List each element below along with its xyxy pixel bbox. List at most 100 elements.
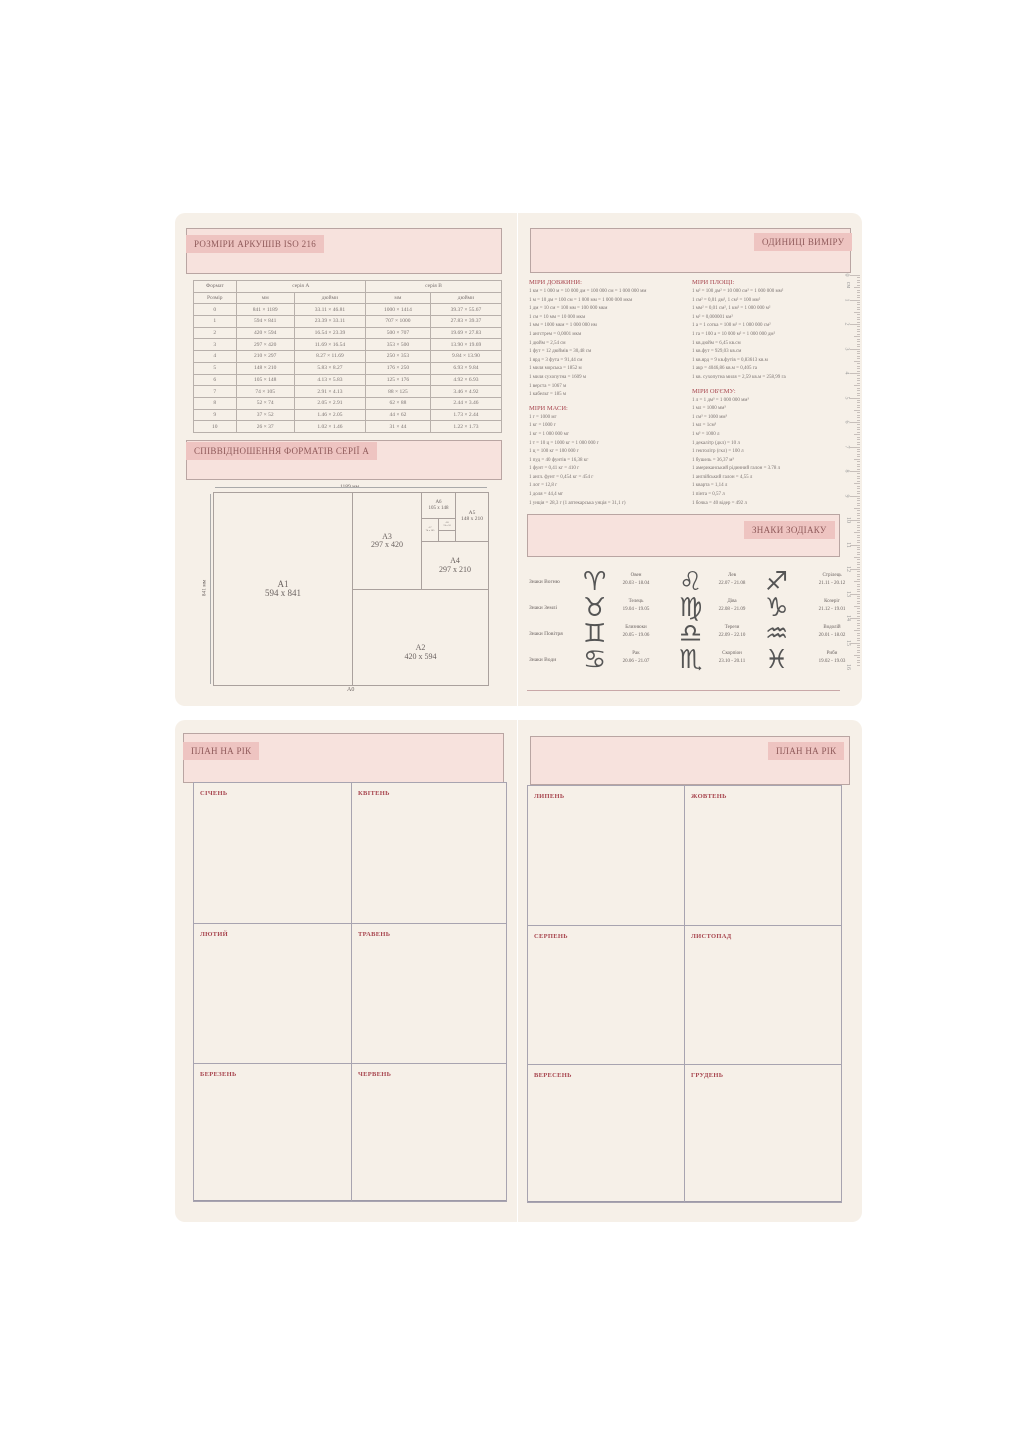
sign-name: Діва: [727, 599, 737, 604]
table-row: 5 148 × 210 5.83 × 8.27 176 × 250 6.93 × 9.8…: [193, 361, 503, 375]
header-mm: мм: [364, 291, 431, 305]
unit-line: 1 ц = 100 кг = 100 000 г: [529, 449, 579, 455]
table-cell: 594 × 841: [235, 315, 295, 328]
unit-line: 1 кв.дюйм = 6,45 кв.см: [692, 340, 741, 346]
mass-title: МІРИ МАСИ:: [529, 404, 568, 412]
table-row: 2 420 × 594 16.54 × 23.39 500 × 707 19.69 × …: [193, 326, 503, 340]
zodiac-sign: Лев 22.07 - 21.08: [707, 572, 757, 588]
zodiac-sign: Овен 20.03 - 18.04: [611, 572, 661, 588]
month-label: ТРАВЕНЬ: [358, 931, 391, 938]
ruler-tick: [850, 544, 860, 546]
ruler-tick: [857, 321, 860, 323]
ruler-tick: [857, 475, 860, 477]
table-cell: 1.73 × 2.44: [429, 408, 503, 422]
ruler-tick: [857, 382, 860, 384]
month-cell[interactable]: [684, 925, 842, 1065]
ruler-tick: [857, 517, 860, 519]
header-inch: дюйми: [293, 291, 366, 305]
ruler-unit: см: [845, 281, 852, 289]
ruler-tick: [854, 360, 860, 362]
ruler-tick: [857, 466, 860, 468]
table-cell: 7: [193, 385, 237, 398]
ruler-tick: [854, 581, 860, 583]
ruler-tick: [857, 346, 860, 348]
zodiac-sign-icon: ♈︎: [583, 567, 607, 597]
length-title: МІРИ ДОВЖИНИ:: [529, 279, 582, 286]
month-cell[interactable]: [193, 782, 352, 924]
sign-dates: 19.04 - 19.05: [622, 607, 650, 612]
ruler-tick: [857, 657, 860, 659]
table-cell: 4.13 × 5.83: [293, 373, 366, 387]
ruler-tick: [850, 593, 860, 595]
table-cell: 62 × 88: [364, 396, 431, 410]
month-label: СЕРПЕНЬ: [534, 933, 568, 940]
zodiac-sign-icon: ♊︎: [583, 619, 607, 649]
a6-size: 105 x 148: [428, 505, 449, 511]
sign-name: Риби: [826, 651, 838, 656]
ruler-tick: [854, 336, 860, 338]
month-cell[interactable]: [351, 782, 507, 924]
table-cell: 5: [193, 361, 237, 375]
ruler-tick: [857, 561, 860, 563]
ruler-tick: [857, 512, 860, 514]
zodiac-sign-icon: ♐︎: [765, 567, 789, 597]
sign-name: Терези: [724, 625, 740, 630]
ruler-tick: [850, 275, 860, 276]
unit-line: 1 м² = 0,000001 км²: [692, 314, 733, 320]
ruler-tick: [857, 412, 860, 414]
plan-left-title: ПЛАН НА РІК: [183, 742, 260, 760]
month-cell[interactable]: [527, 785, 685, 926]
zodiac-sign-icon: ♉︎: [583, 593, 607, 623]
sign-name: Стрілець: [822, 573, 842, 578]
a3-size: 297 x 420: [371, 540, 403, 549]
zodiac-sign-icon: ♋︎: [583, 645, 607, 675]
ruler-tick: [857, 328, 860, 330]
ruler-tick: [857, 370, 860, 372]
month-cell[interactable]: [684, 1064, 842, 1203]
a2-label: A2: [415, 643, 426, 653]
ruler-tick: [857, 319, 860, 321]
sign-name: Лев: [728, 573, 736, 578]
ruler-tick: [857, 613, 860, 615]
ruler-tick: [857, 355, 860, 357]
table-cell: 707 × 1000: [364, 315, 431, 328]
unit-line: 1 пінта = 0,57 л: [692, 492, 725, 498]
ruler-tick: [854, 311, 860, 313]
ruler-tick: [857, 436, 860, 438]
table-row: 6 105 × 148 4.13 × 5.83 125 × 176 4.92 × 6.9…: [193, 373, 503, 387]
zodiac-sign-icon: ♏︎: [679, 645, 703, 675]
ruler-tick: [857, 488, 860, 490]
month-cell[interactable]: [193, 923, 352, 1064]
unit-line: 1 км = 1 000 м = 10 000 дм = 100 000 см …: [529, 289, 647, 294]
ruler-tick: [857, 554, 860, 556]
width-arrow: [215, 487, 487, 488]
ruler-tick: [857, 407, 860, 409]
units-col-left: МІРИ ДОВЖИНИ: 1 км = 1 000 м = 10 000 дм …: [529, 276, 646, 508]
ruler-tick: [854, 483, 860, 485]
table-cell: 16.54 × 23.39: [293, 326, 366, 340]
month-cell[interactable]: [351, 923, 507, 1064]
header-series-a: серія А: [235, 280, 366, 293]
month-cell[interactable]: [351, 1063, 507, 1202]
ruler-mark: 6: [843, 420, 850, 424]
month-cell[interactable]: [527, 1064, 685, 1203]
month-cell[interactable]: [684, 785, 842, 926]
table-cell: 1000 × 1414: [364, 303, 431, 317]
ruler-tick: [854, 556, 860, 558]
unit-line: 1 кг = 1000 г: [529, 423, 556, 429]
ruler-tick: [857, 424, 860, 426]
table-cell: 1.22 × 1.73: [429, 420, 503, 433]
unit-line: 1 га = 100 а = 10 000 м² = 1 000 000 дм²: [692, 331, 776, 337]
month-cell[interactable]: [527, 925, 685, 1065]
table-cell: 8.27 × 11.69: [293, 350, 366, 363]
month-cell[interactable]: [193, 1063, 352, 1202]
ruler-tick: [857, 571, 860, 573]
sign-dates: 20.03 - 18.04: [622, 581, 650, 586]
ruler-tick: [857, 566, 860, 568]
height-arrow: [210, 494, 211, 684]
ruler-tick: [857, 527, 860, 529]
ruler-tick: [857, 294, 860, 296]
ruler-tick: [857, 632, 860, 634]
ruler-mark: 2: [843, 322, 850, 326]
table-cell: 26 × 37: [235, 420, 295, 433]
